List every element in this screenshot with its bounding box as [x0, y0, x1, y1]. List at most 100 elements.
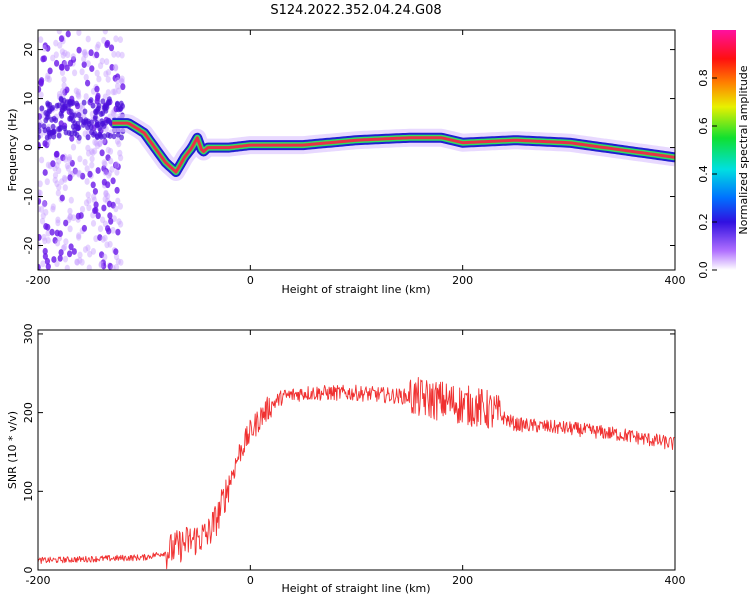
- spectrogram-ticks: -200 0 200 400 -20 -10 0 10 20: [22, 30, 686, 287]
- noise-speckle: [60, 87, 66, 95]
- noise-speckle: [84, 178, 90, 185]
- noise-speckle: [90, 149, 96, 157]
- noise-speckle: [54, 150, 60, 158]
- noise-speckle: [76, 46, 82, 54]
- noise-speckle: [90, 220, 97, 227]
- noise-speckle: [117, 149, 123, 157]
- noise-speckle: [97, 234, 103, 241]
- noise-speckle: [81, 99, 87, 106]
- noise-speckle: [96, 75, 102, 83]
- noise-speckle: [40, 212, 46, 220]
- noise-speckle: [89, 148, 95, 156]
- noise-speckle: [50, 160, 56, 168]
- noise-speckle: [82, 108, 88, 115]
- noise-speckle: [109, 64, 115, 71]
- noise-speckle: [68, 108, 74, 115]
- noise-speckle: [113, 35, 119, 43]
- noise-speckle: [70, 143, 77, 151]
- noise-speckle: [62, 176, 68, 183]
- noise-speckle: [95, 167, 101, 174]
- noise-speckle: [82, 119, 87, 126]
- noise-speckle: [103, 70, 109, 78]
- noise-speckle: [45, 237, 51, 244]
- noise-speckle: [85, 60, 91, 67]
- spectrogram-panel: -200 0 200 400 -20 -10 0 10 20 Height of straigh…: [6, 29, 686, 296]
- noise-speckle: [116, 87, 122, 95]
- noise-speckle: [62, 49, 68, 57]
- noise-speckle: [103, 168, 109, 175]
- noise-speckle: [81, 49, 87, 57]
- noise-speckle: [79, 205, 86, 213]
- noise-speckle: [107, 262, 113, 270]
- noise-speckle: [65, 30, 71, 38]
- noise-speckle: [67, 207, 73, 215]
- noise-speckle: [113, 205, 119, 213]
- noise-speckle: [71, 248, 77, 255]
- noise-speckle: [91, 193, 97, 201]
- noise-speckle: [116, 140, 122, 148]
- noise-speckle: [94, 85, 100, 93]
- x-tick-label: 0: [247, 274, 254, 287]
- noise-speckle: [117, 36, 123, 43]
- y-tick-label: 0: [22, 567, 35, 574]
- noise-speckle: [93, 139, 99, 147]
- noise-speckle: [90, 102, 96, 109]
- noise-speckle: [114, 186, 120, 194]
- noise-speckle: [114, 169, 120, 176]
- noise-speckle: [46, 129, 52, 136]
- noise-speckle: [63, 238, 69, 246]
- noise-speckle: [80, 172, 86, 180]
- y-tick-label: 100: [22, 481, 35, 502]
- noise-speckle: [59, 112, 65, 119]
- noise-speckle: [39, 217, 46, 225]
- noise-speckle: [106, 227, 112, 235]
- noise-speckle: [41, 123, 47, 130]
- y-tick-label: 300: [22, 323, 35, 344]
- noise-speckle: [42, 237, 48, 245]
- noise-speckle: [90, 248, 96, 255]
- noise-speckle: [103, 189, 109, 197]
- noise-speckle: [114, 137, 121, 145]
- noise-speckle: [77, 251, 83, 259]
- noise-speckle: [106, 200, 113, 208]
- noise-speckle: [100, 120, 105, 127]
- noise-speckle: [50, 123, 56, 130]
- noise-speckle: [94, 69, 100, 77]
- noise-speckle: [72, 130, 78, 137]
- noise-speckle: [105, 99, 111, 106]
- noise-speckle: [65, 164, 71, 172]
- noise-speckle: [39, 77, 45, 84]
- noise-speckle: [118, 77, 124, 85]
- noise-speckle: [75, 91, 81, 98]
- noise-speckle: [56, 30, 62, 35]
- noise-speckle: [38, 197, 42, 205]
- noise-speckle: [86, 204, 92, 212]
- noise-speckle: [117, 202, 123, 210]
- noise-speckle: [61, 82, 67, 89]
- noise-speckle: [58, 63, 64, 71]
- noise-speckle: [42, 200, 48, 207]
- noise-speckle: [100, 236, 106, 243]
- noise-speckle: [91, 131, 96, 138]
- noise-speckle: [90, 181, 96, 189]
- noise-speckle: [98, 62, 104, 70]
- noise-speckle: [97, 225, 104, 233]
- noise-speckle: [45, 45, 51, 52]
- noise-speckle: [75, 212, 81, 220]
- noise-speckle: [119, 75, 125, 83]
- noise-speckle: [72, 167, 78, 175]
- noise-speckle: [103, 190, 109, 198]
- noise-speckle: [47, 67, 53, 75]
- noise-speckle: [62, 156, 68, 163]
- y-tick-label: 200: [22, 402, 35, 423]
- noise-speckle: [88, 49, 94, 57]
- noise-speckle: [83, 93, 89, 100]
- noise-speckle: [87, 170, 93, 178]
- x-tick-label: 200: [452, 574, 473, 587]
- noise-speckle: [56, 183, 62, 191]
- noise-speckle: [118, 220, 124, 228]
- noise-speckle: [113, 253, 120, 261]
- noise-speckle: [76, 170, 82, 178]
- noise-speckle: [119, 51, 125, 59]
